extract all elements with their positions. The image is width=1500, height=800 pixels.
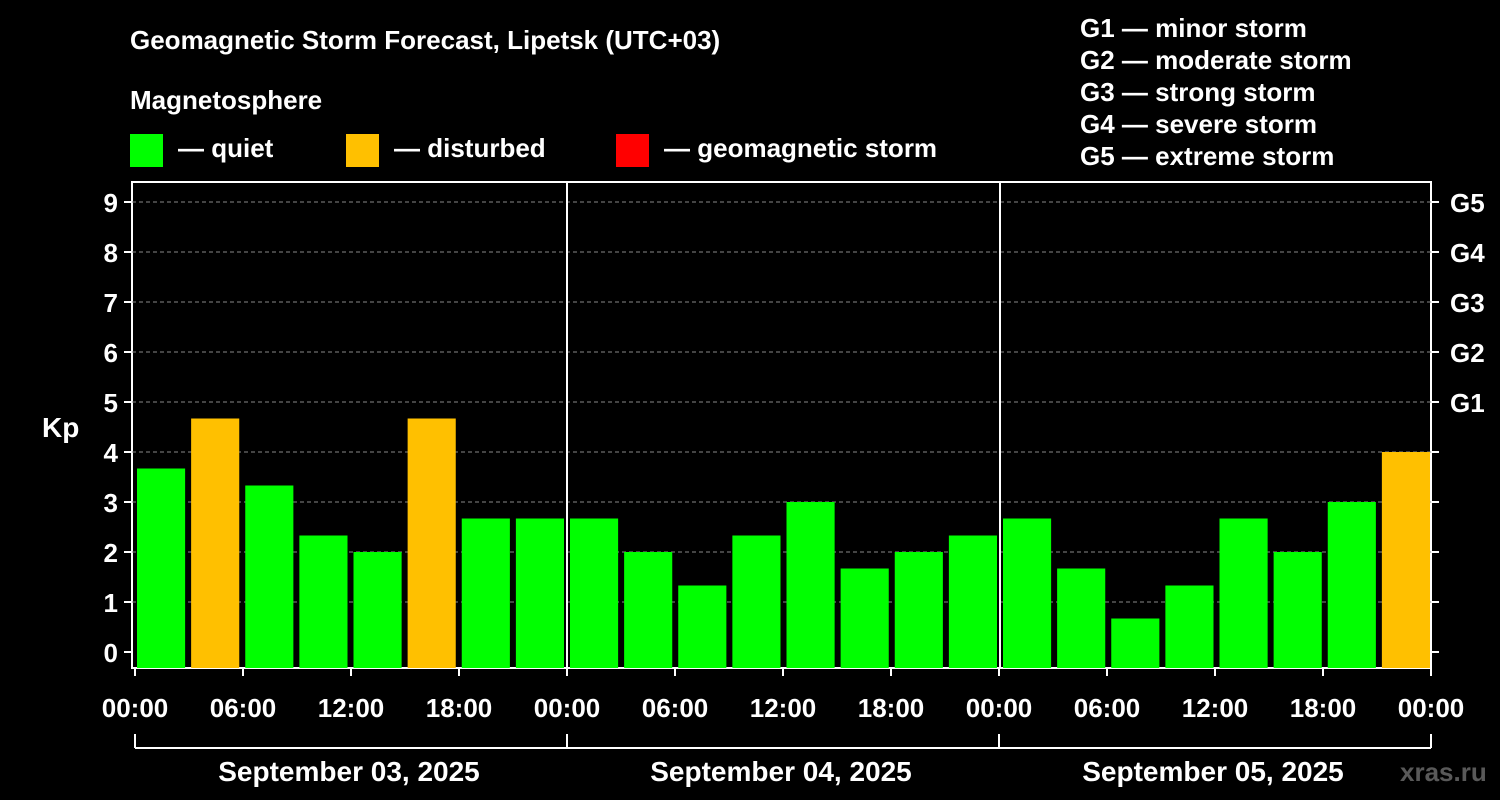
kp-bar <box>948 535 997 668</box>
x-tick-label: 00:00 <box>534 693 601 723</box>
kp-bar <box>461 518 510 668</box>
kp-bar <box>624 552 673 668</box>
kp-bar <box>1273 552 1322 668</box>
x-tick-label: 12:00 <box>750 693 817 723</box>
y-axis-label: Kp <box>42 412 79 443</box>
kp-bar <box>1327 502 1376 668</box>
storm-scale-g4: G4 — severe storm <box>1080 109 1317 139</box>
x-tick-label: 00:00 <box>1398 693 1465 723</box>
kp-bar <box>840 568 889 668</box>
g-tick-label: G3 <box>1450 288 1485 318</box>
g-tick-label: G1 <box>1450 388 1485 418</box>
storm-scale-g2: G2 — moderate storm <box>1080 45 1352 75</box>
kp-bar <box>1057 568 1106 668</box>
legend-swatch-disturbed <box>346 134 379 167</box>
g-tick-label: G5 <box>1450 188 1485 218</box>
kp-bar <box>407 418 456 668</box>
y-tick-label: 2 <box>104 538 118 568</box>
y-tick-label: 6 <box>104 338 118 368</box>
day-label: September 03, 2025 <box>218 756 480 787</box>
kp-bar <box>353 552 402 668</box>
x-tick-label: 12:00 <box>1182 693 1249 723</box>
legend-swatch-storm <box>616 134 649 167</box>
legend: — quiet — disturbed — geomagnetic storm <box>130 133 937 167</box>
storm-scale-g5: G5 — extreme storm <box>1080 141 1334 171</box>
y-tick-label: 1 <box>104 588 118 618</box>
kp-bar <box>1219 518 1268 668</box>
kp-bar <box>732 535 781 668</box>
y-tick-label: 8 <box>104 238 118 268</box>
x-tick-label: 00:00 <box>102 693 169 723</box>
legend-label-disturbed: — disturbed <box>394 133 546 163</box>
x-tick-label: 06:00 <box>210 693 277 723</box>
kp-bar <box>786 502 835 668</box>
legend-title: Magnetosphere <box>130 85 322 115</box>
x-tick-label: 12:00 <box>318 693 385 723</box>
kp-bar <box>137 468 186 668</box>
storm-scale-g1: G1 — minor storm <box>1080 13 1307 43</box>
x-tick-label: 00:00 <box>966 693 1033 723</box>
x-tick-label: 06:00 <box>1074 693 1141 723</box>
x-tick-label: 18:00 <box>858 693 925 723</box>
plot-area: 0 1 2 3 4 5 6 7 8 9 G1 G2 G3 G4 G5 00:00 06:00 12:00 18:00… <box>102 181 1485 787</box>
kp-bar <box>894 552 943 668</box>
legend-swatch-quiet <box>130 134 163 167</box>
storm-scale-g3: G3 — strong storm <box>1080 77 1315 107</box>
x-tick-label: 06:00 <box>642 693 709 723</box>
y-tick-label: 7 <box>104 288 118 318</box>
storm-scale-legend: G1 — minor storm G2 — moderate storm G3 … <box>1080 13 1352 171</box>
kp-bar <box>1111 618 1160 668</box>
x-tick-label: 18:00 <box>426 693 493 723</box>
y-tick-label: 9 <box>104 188 118 218</box>
y-tick-label: 5 <box>104 388 118 418</box>
legend-label-quiet: — quiet <box>178 133 274 163</box>
kp-bar <box>299 535 348 668</box>
kp-bar <box>191 418 240 668</box>
day-label: September 05, 2025 <box>1082 756 1344 787</box>
kp-bar <box>245 485 294 668</box>
kp-bar <box>678 585 727 668</box>
day-label: September 04, 2025 <box>650 756 912 787</box>
kp-bar <box>1003 518 1052 668</box>
y-tick-label: 4 <box>104 438 119 468</box>
y-tick-label: 3 <box>104 488 118 518</box>
watermark: xras.ru <box>1400 757 1487 787</box>
legend-label-storm: — geomagnetic storm <box>664 133 937 163</box>
y-tick-label: 0 <box>104 638 118 668</box>
g-tick-label: G2 <box>1450 338 1485 368</box>
x-tick-label: 18:00 <box>1290 693 1357 723</box>
kp-bar <box>570 518 619 668</box>
kp-bar <box>1165 585 1214 668</box>
chart-title: Geomagnetic Storm Forecast, Lipetsk (UTC… <box>130 25 720 55</box>
g-tick-label: G4 <box>1450 238 1485 268</box>
kp-bar <box>1381 452 1430 668</box>
kp-bar <box>515 518 564 668</box>
plot-frame <box>131 181 1432 669</box>
